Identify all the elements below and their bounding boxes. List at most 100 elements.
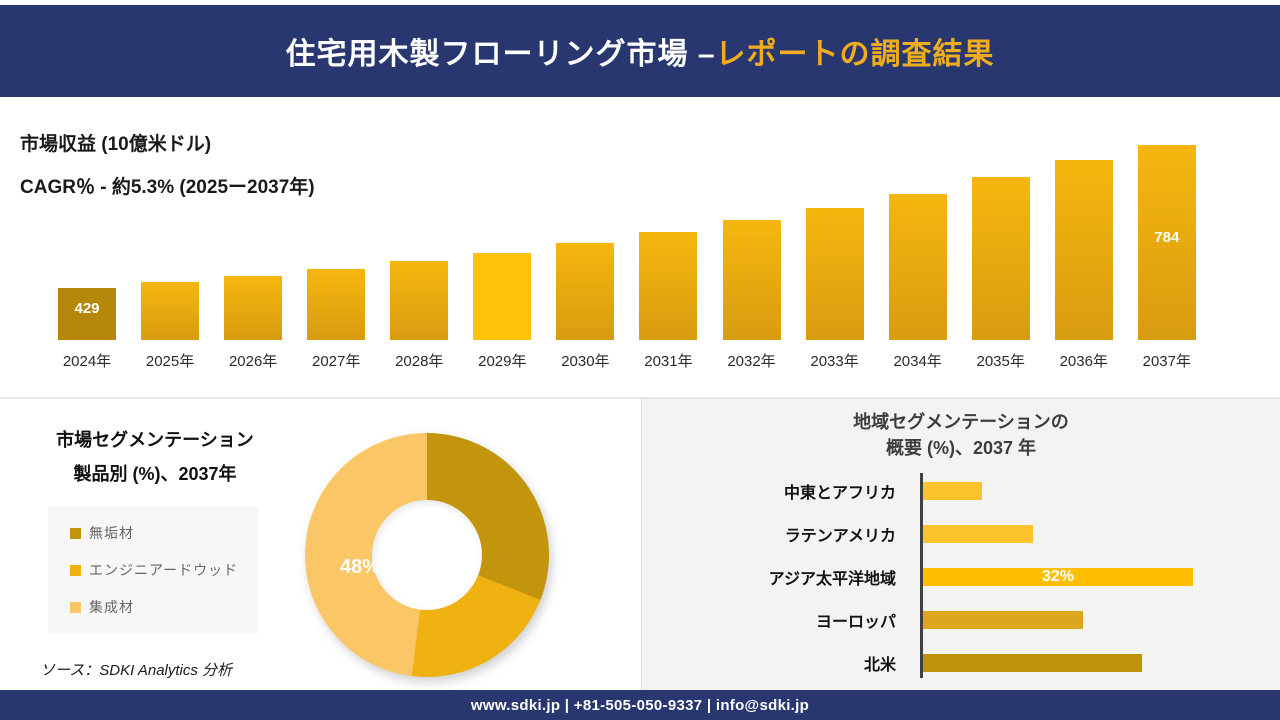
regional-title-line2: 概要 (%)、2037 年 [885,438,1037,458]
revenue-bar [390,261,449,340]
product-segmentation-panel: 市場セグメンテーション 製品別 (%)、2037年 無垢材エンジニアードウッド集… [0,399,641,690]
revenue-bar [141,282,200,340]
revenue-cagr-note: CAGR％ - 約5.3% (2025ー2037年) [20,176,315,198]
revenue-year-label: 2034年 [893,353,942,370]
page-title-accent: レポートの調査結果 [715,38,995,71]
regional-bar-row: アジア太平洋地域 32% [642,555,1280,598]
legend-item-label: エンジニアードウッド [89,562,239,578]
regional-category-label: 中東とアフリカ [783,484,896,502]
regional-axis-line [920,473,923,678]
revenue-value-label: 784 [1154,229,1180,246]
revenue-bar-column: 2025年 [141,282,200,371]
regional-bar-track: 32% [923,567,1280,586]
revenue-year-label: 2036年 [1059,353,1108,370]
revenue-bar-column: 2031年 [639,232,698,371]
header-banner: 住宅用木製フローリング市場 –レポートの調査結果 [0,5,1280,97]
revenue-year-label: 2024年 [62,353,112,370]
regional-bar-chart: 中東とアフリカ ラテンアメリカアジア太平洋地域 32% ヨーロッパ北米 [642,469,1280,684]
revenue-year-label: 2037年 [1142,353,1191,370]
legend-item: 無垢材 [70,523,248,543]
revenue-bar-column: 2035年 [971,177,1030,371]
footer-banner: www.sdki.jp | +81-505-050-9337 | info@sd… [0,690,1280,720]
bottom-row: 市場セグメンテーション 製品別 (%)、2037年 無垢材エンジニアードウッド集… [0,399,1280,690]
page-title: 住宅用木製フローリング市場 –レポートの調査結果 [285,29,994,73]
revenue-value-label: 429 [74,300,100,317]
legend-item-label: 集成材 [89,599,134,615]
segmentation-title: 市場セグメンテーション 製品別 (%)、2037年 [30,423,280,491]
revenue-bar-column: 2029年 [473,253,532,371]
regional-category-label: ラテンアメリカ [784,527,896,545]
revenue-bar-column: 2033年 [805,208,864,371]
regional-bar [923,481,982,500]
revenue-year-label: 2026年 [228,353,278,370]
regional-bar-track [923,610,1280,629]
revenue-bar-column: 2032年 [722,220,781,371]
revenue-year-label: 2033年 [810,353,859,370]
revenue-bar-column: 2030年 [556,243,615,371]
revenue-bar: 429 [58,288,116,340]
revenue-bar-column: 2034年 [888,194,947,371]
revenue-bar [888,194,947,340]
revenue-chart-section: 市場収益 (10億米ドル) CAGR％ - 約5.3% (2025ー2037年)… [0,97,1280,397]
revenue-bar [639,232,698,340]
regional-bar-track [923,653,1280,672]
top-margin [0,0,1280,5]
legend-item: エンジニアードウッド [70,560,248,580]
regional-bar-track [923,524,1280,543]
revenue-axis-title: 市場収益 (10億米ドル) [20,134,212,155]
regional-bar [923,610,1083,629]
revenue-bar [805,208,864,340]
page-title-main: 住宅用木製フローリング市場 – [285,38,716,71]
revenue-year-label: 2031年 [644,353,693,370]
revenue-bar-column: 784 2037年 [1137,145,1196,371]
footer-contact: www.sdki.jp | +81-505-050-9337 | info@sd… [470,696,810,714]
regional-category-label: 北米 [863,656,896,674]
regional-bar-row: 北米 [642,641,1280,684]
segmentation-title-line1: 市場セグメンテーション [56,430,254,450]
section-divider [0,397,1280,399]
regional-bar: 32% [923,567,1193,586]
revenue-chart-titles: 市場収益 (10億米ドル) CAGR％ - 約5.3% (2025ー2037年) [20,134,315,199]
regional-value-label: 32% [1041,567,1075,585]
revenue-year-label: 2025年 [145,353,195,370]
legend-item-label: 無垢材 [89,525,134,541]
legend-swatch-icon [70,527,81,539]
revenue-bar-column: 2026年 [224,276,283,371]
revenue-bar-column: 2036年 [1054,160,1113,371]
revenue-year-label: 2032年 [727,353,776,370]
legend-item: 集成材 [70,597,248,617]
regional-bar-track [923,481,1280,500]
source-note: ソース：SDKI Analytics 分析 [40,662,233,679]
revenue-bar [224,276,283,340]
revenue-bar [473,253,532,340]
regional-segmentation-panel: 地域セグメンテーションの 概要 (%)、2037 年 中東とアフリカ ラテンアメリ… [641,399,1280,690]
revenue-year-label: 2030年 [561,353,610,370]
legend-swatch-icon [70,564,81,576]
revenue-bar [722,220,781,340]
segmentation-title-line2: 製品別 (%)、2037年 [73,464,237,484]
regional-bar [923,653,1142,672]
legend-swatch-icon [70,601,81,613]
regional-bar-row: ヨーロッパ [642,598,1280,641]
regional-bar-row: ラテンアメリカ [642,512,1280,555]
donut-percent-label: 48% [339,556,381,578]
revenue-bar [556,243,615,340]
regional-title: 地域セグメンテーションの 概要 (%)、2037 年 [642,399,1280,461]
revenue-bar-column: 2027年 [307,269,366,371]
revenue-bar: 784 [1137,145,1196,340]
revenue-bars: 429 2024年 2025年 2026年 2027年 2028年 2029年 2030年 20… [58,145,1196,371]
revenue-bar-column: 429 2024年 [58,288,116,371]
product-donut-chart [305,433,549,677]
revenue-year-label: 2027年 [312,353,361,370]
revenue-bar [307,269,366,340]
regional-title-line1: 地域セグメンテーションの [853,412,1069,432]
revenue-year-label: 2035年 [976,353,1025,370]
revenue-bar [1054,160,1113,340]
regional-category-label: アジア太平洋地域 [768,570,896,588]
segmentation-legend: 無垢材エンジニアードウッド 集成材 [48,507,258,633]
regional-bar-row: 中東とアフリカ [642,469,1280,512]
revenue-year-label: 2029年 [478,353,527,370]
revenue-bar-column: 2028年 [390,261,449,371]
regional-bar [923,524,1033,543]
